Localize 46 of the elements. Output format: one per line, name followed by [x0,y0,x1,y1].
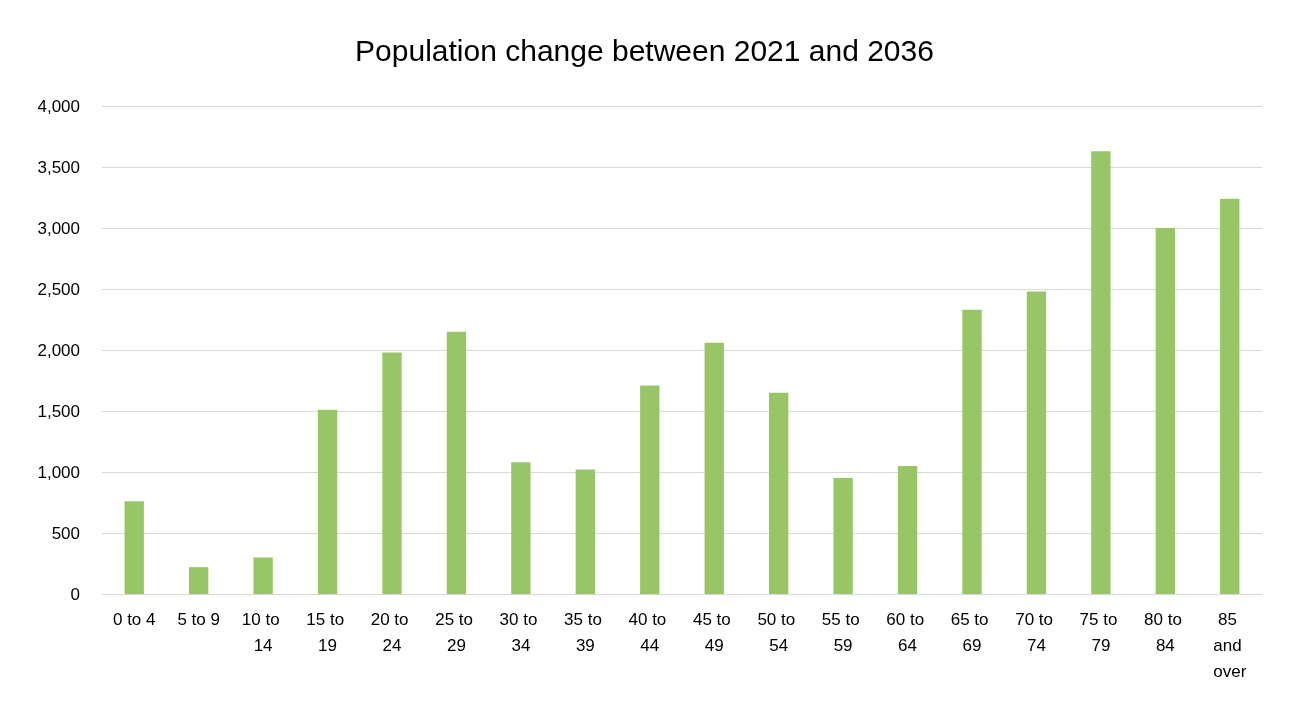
bar [253,557,273,594]
bar [962,309,982,594]
x-tick-label: 30 to 34 [499,609,543,655]
x-tick-label: 35 to 39 [564,609,607,655]
x-tick-label: 40 to 44 [628,609,672,655]
y-tick-label: 3,000 [37,218,80,238]
chart-title: Population change between 2021 and 2036 [355,33,934,67]
bar [382,352,402,594]
bar [1026,291,1047,594]
x-tick-label: 0 to 4 [112,609,156,629]
bar [1155,228,1175,594]
y-tick-label: 2,000 [37,340,80,360]
x-tick-label: 65 to 69 [950,609,994,655]
x-tick-label: 10 to 14 [241,609,285,655]
bar [833,478,853,594]
bar [317,409,338,594]
x-tick-label: 60 to 64 [886,609,929,655]
bar [189,567,209,594]
x-tick-label: 75 to 79 [1079,609,1123,655]
x-tick-label: 85 and over [1213,609,1247,681]
y-tick-label: 500 [51,523,80,543]
bar [446,331,467,594]
x-tick-label: 5 to 9 [177,609,220,629]
bar [575,469,595,594]
y-tick-label: 4,000 [37,96,80,116]
x-tick-label: 55 to 59 [821,609,865,655]
bar [640,385,660,594]
bar [897,465,918,594]
bar [1220,198,1240,594]
x-tick-label: 80 to 84 [1144,609,1187,655]
bar [769,392,789,594]
bar [704,342,724,594]
y-tick-label: 1,500 [37,401,80,421]
x-tick-label: 50 to 54 [757,609,800,655]
x-tick-label: 15 to 19 [306,609,349,655]
y-tick-label: 2,500 [37,279,80,299]
x-tick-label: 45 to 49 [692,609,736,655]
y-tick-label: 0 [70,584,80,604]
bar [124,501,144,594]
y-tick-label: 3,500 [37,157,80,177]
x-tick-label: 25 to 29 [435,609,478,655]
x-tick-label: 70 to 74 [1015,609,1058,655]
bar [511,462,531,594]
x-tick-label: 20 to 24 [370,609,414,655]
y-tick-label: 1,000 [37,462,80,482]
bar [1091,151,1111,594]
